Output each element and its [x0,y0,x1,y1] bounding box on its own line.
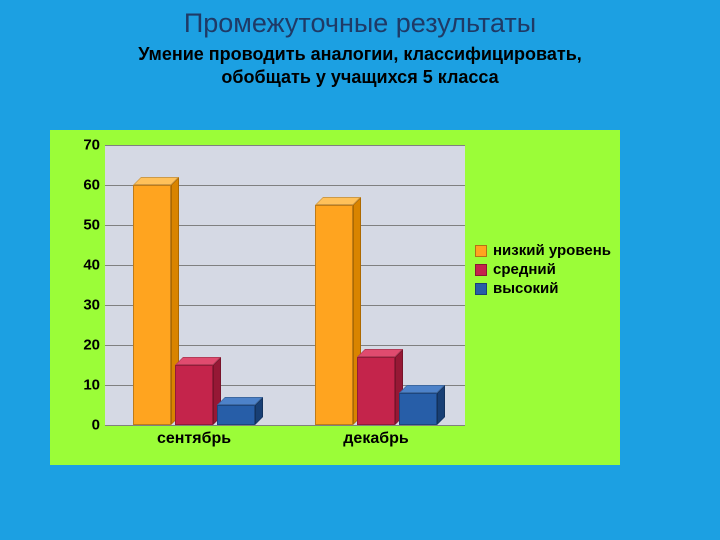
bar [315,205,353,425]
y-tick-label: 10 [60,377,100,394]
x-tick-label: декабрь [315,430,437,448]
legend-swatch [475,264,487,276]
page-title: Промежуточные результаты [0,0,720,39]
legend-label: высокий [493,280,559,297]
subtitle-line-2: обобщать у учащихся 5 класса [221,67,498,87]
y-tick-label: 50 [60,217,100,234]
page-subtitle: Умение проводить аналогии, классифициров… [0,43,720,88]
gridline [105,425,465,426]
legend-item: средний [475,261,611,278]
y-tick-label: 40 [60,257,100,274]
y-tick-label: 0 [60,417,100,434]
bar [133,185,171,425]
legend-item: высокий [475,280,611,297]
slide: Промежуточные результаты Умение проводит… [0,0,720,540]
bar [217,405,255,425]
plot-area [105,145,465,425]
legend-label: низкий уровень [493,242,611,259]
y-tick-label: 20 [60,337,100,354]
bar [399,393,437,425]
legend-label: средний [493,261,556,278]
x-tick-label: сентябрь [133,430,255,448]
legend: низкий уровень средний высокий [475,240,611,299]
subtitle-line-1: Умение проводить аналогии, классифициров… [138,44,582,64]
legend-swatch [475,245,487,257]
y-tick-label: 30 [60,297,100,314]
legend-item: низкий уровень [475,242,611,259]
y-tick-label: 70 [60,137,100,154]
gridline [105,145,465,146]
chart-panel: низкий уровень средний высокий 0 10 20 30 40 50… [50,130,620,465]
legend-swatch [475,283,487,295]
bar [175,365,213,425]
bar [357,357,395,425]
y-tick-label: 60 [60,177,100,194]
